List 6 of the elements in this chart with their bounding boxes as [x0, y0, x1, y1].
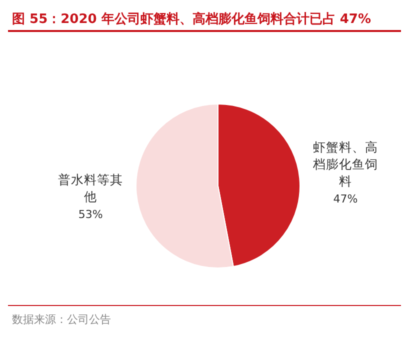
slice-label: 虾蟹料、高档膨化鱼饲料	[312, 140, 378, 189]
slice-label: 普水料等其他	[58, 172, 124, 204]
source-note: 数据来源：公司公告	[12, 312, 111, 327]
chart-title: 图 55：2020 年公司虾蟹料、高档膨化鱼饲料合计已占 47%	[12, 10, 371, 28]
data-label: 47%	[333, 192, 358, 206]
data-label: 53%	[78, 208, 103, 222]
